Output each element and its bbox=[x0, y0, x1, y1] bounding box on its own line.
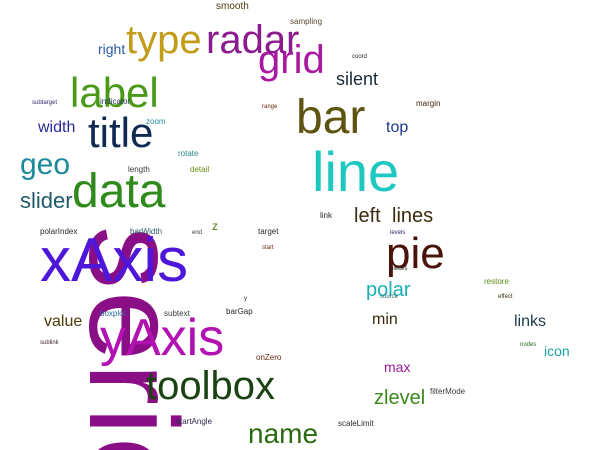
word-zoom: zoom bbox=[146, 117, 166, 126]
word-xaxis: xAxis bbox=[40, 226, 189, 295]
word-startangle: startAngle bbox=[176, 417, 213, 426]
word-zlevel: zlevel bbox=[374, 387, 426, 409]
word-range: range bbox=[262, 104, 278, 110]
word-link: link bbox=[320, 211, 333, 220]
word-effect: effect bbox=[498, 294, 513, 300]
word-levels: levels bbox=[390, 230, 406, 236]
word-smooth: smooth bbox=[216, 1, 249, 12]
word-polar: polar bbox=[366, 279, 411, 301]
word-polarindex: polarIndex bbox=[40, 227, 78, 236]
word-slider: slider bbox=[20, 188, 73, 213]
word-icon: icon bbox=[544, 343, 570, 359]
word-data: data bbox=[72, 165, 166, 218]
word-radar: radar bbox=[206, 18, 300, 62]
word-z: z bbox=[212, 219, 218, 233]
word-pieces: pieces bbox=[390, 266, 408, 272]
word-bar: bar bbox=[296, 91, 366, 144]
word-type: type bbox=[126, 18, 202, 62]
word-name: name bbox=[248, 418, 319, 449]
word-scalelimit: scaleLimit bbox=[338, 419, 374, 428]
word-lines: lines bbox=[392, 205, 434, 227]
word-value: value bbox=[44, 313, 83, 330]
word-nodes: nodes bbox=[520, 342, 537, 348]
word-silent: silent bbox=[336, 69, 379, 89]
word-title: title bbox=[88, 109, 154, 156]
word-top: top bbox=[386, 119, 409, 136]
word-toolbox: toolbox bbox=[146, 364, 275, 408]
word-width: width bbox=[38, 119, 76, 136]
word-line: line bbox=[312, 140, 400, 203]
word-margin: margin bbox=[416, 99, 441, 108]
word-sampling: sampling bbox=[290, 17, 323, 26]
word-subtarget: subtarget bbox=[32, 100, 58, 106]
word-target: target bbox=[258, 227, 279, 236]
word-left: left bbox=[354, 205, 381, 227]
word-pie: pie bbox=[386, 229, 445, 278]
word-boxplot: boxplot bbox=[100, 309, 126, 318]
word-source: source bbox=[380, 294, 399, 300]
word-label: label bbox=[70, 69, 159, 116]
word-barwidth: barWidth bbox=[130, 227, 163, 236]
word-length: length bbox=[128, 165, 150, 174]
word-min: min bbox=[372, 311, 398, 328]
word-y: y bbox=[244, 296, 247, 302]
word-restore: restore bbox=[484, 277, 509, 286]
word-detail: detail bbox=[190, 165, 210, 174]
word-onzero: onZero bbox=[256, 353, 282, 362]
word-end: end bbox=[192, 230, 203, 236]
word-rotate: rotate bbox=[178, 149, 199, 158]
word-sublink: sublink bbox=[40, 340, 59, 346]
word-indicator: indicator bbox=[100, 97, 131, 106]
word-max: max bbox=[384, 359, 411, 375]
word-grid: grid bbox=[258, 38, 325, 82]
word-filtermode: filterMode bbox=[430, 387, 466, 396]
word-right: right bbox=[98, 41, 126, 57]
word-subtext: subtext bbox=[164, 309, 190, 318]
word-coord: coord bbox=[352, 54, 368, 60]
word-geo: geo bbox=[20, 148, 71, 181]
word-yaxis: yAxis bbox=[100, 309, 225, 367]
word-links: links bbox=[514, 313, 547, 330]
word-bargap: barGap bbox=[226, 307, 253, 316]
word-start: start bbox=[262, 245, 274, 251]
